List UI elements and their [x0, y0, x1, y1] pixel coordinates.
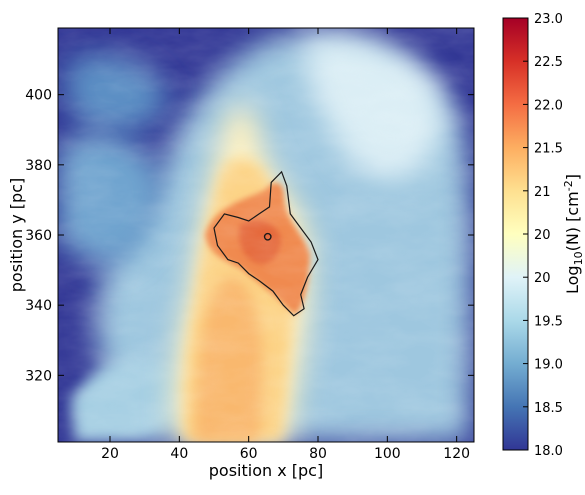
x-axis-label: position x [pc] [209, 461, 323, 480]
x-tick-label: 100 [374, 446, 401, 462]
contour-layer [213, 170, 319, 317]
colorbar-tick-label: 20 [534, 271, 551, 286]
y-axis: 320 340 360 380 400 [25, 88, 474, 384]
x-tick-label: 40 [170, 446, 188, 462]
colorbar-tick-label: 18.5 [534, 401, 563, 416]
colorbar-label-mid: (N) [cm [563, 191, 582, 251]
colorbar-tick-label: 21.5 [534, 142, 563, 157]
colorbar-tick-label: 20 [534, 228, 551, 243]
x-tick-label: 60 [240, 446, 258, 462]
colorbar-tick-label: 22.5 [534, 55, 563, 70]
colorbar-tick-label: 19.0 [534, 358, 563, 373]
colorbar-tick-label: 18.0 [534, 444, 563, 459]
density-contour [213, 170, 319, 317]
x-tick-label: 120 [443, 446, 470, 462]
x-tick-label: 20 [101, 446, 119, 462]
colorbar-tick-label: 22.0 [534, 98, 563, 113]
colorbar-tick-label: 23.0 [534, 12, 563, 27]
y-tick-label: 360 [25, 228, 52, 244]
colorbar-label: Log10(N) [cm-2] [562, 174, 585, 294]
y-axis-label: position y [pc] [7, 178, 26, 292]
colorbar-label-prefix: Log [563, 265, 582, 294]
colorbar-ticks: 18.0 18.5 19.0 19.5 20 20 21 21.5 22.0 22.5 23.0 [523, 12, 563, 459]
y-tick-label: 320 [25, 368, 52, 384]
heatmap-image [58, 28, 474, 442]
colorbar-label-sup: -2 [562, 180, 575, 191]
x-axis: 20 40 60 80 100 120 [101, 28, 470, 462]
colorbar-tick-label: 19.5 [534, 314, 563, 329]
x-tick-label: 80 [309, 446, 327, 462]
y-tick-label: 340 [25, 298, 52, 314]
y-tick-label: 380 [25, 158, 52, 174]
colorbar-tick-label: 21 [534, 185, 551, 200]
colorbar-label-sub: 10 [572, 251, 585, 265]
core-contour [263, 232, 272, 241]
colorbar: 18.0 18.5 19.0 19.5 20 20 21 21.5 22.0 22.5 23.0 L… [502, 12, 585, 459]
colorbar-label-suffix: ] [563, 174, 582, 180]
texture-streaks [58, 28, 474, 442]
y-tick-label: 400 [25, 88, 52, 104]
